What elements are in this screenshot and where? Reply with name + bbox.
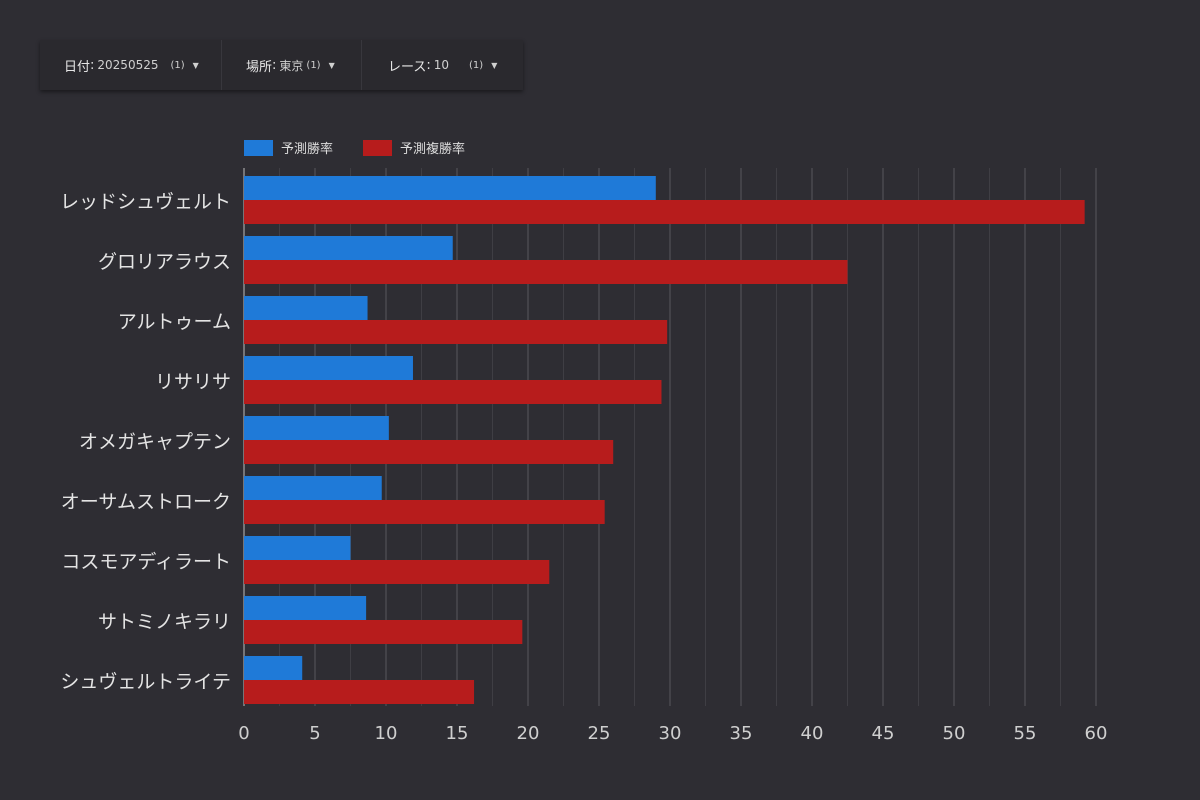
win-rate-bar (244, 416, 389, 440)
date-filter-label: 日付 (64, 59, 91, 75)
category-label: シュヴェルトライテ (60, 671, 231, 693)
filter-bar: 日付 : 20250525 (1) ▼ 場所 : 東京 (1) ▼ レース : … (40, 40, 523, 90)
date-filter-separator: : (90, 57, 95, 73)
category-label: グロリアラウス (98, 251, 231, 273)
x-tick-label: 20 (517, 723, 540, 744)
legend-swatch-win (244, 140, 273, 156)
legend-label-win: 予測勝率 (281, 141, 333, 157)
x-tick-label: 45 (872, 723, 895, 744)
x-tick-label: 15 (446, 723, 469, 744)
legend-swatch-place (363, 140, 392, 156)
category-label: アルトゥーム (118, 311, 231, 333)
place-filter-value: 東京 (279, 58, 304, 73)
legend-label-place: 予測複勝率 (400, 141, 465, 157)
race-filter-value: 10 (433, 58, 450, 72)
place-rate-bar (244, 440, 614, 464)
place-rate-bar (244, 200, 1085, 224)
place-filter[interactable]: 場所 : 東京 (1) ▼ (222, 40, 362, 90)
win-rate-bar (244, 476, 382, 500)
place-rate-bar (244, 320, 668, 344)
win-rate-bar (244, 236, 453, 260)
date-filter-count: (1) (170, 59, 185, 71)
category-label: オメガキャプテン (79, 431, 231, 453)
race-filter-count: (1) (469, 59, 484, 71)
category-label: サトミノキラリ (98, 611, 231, 633)
x-tick-label: 55 (1014, 723, 1037, 744)
x-tick-label: 60 (1085, 723, 1108, 744)
date-filter[interactable]: 日付 : 20250525 (1) ▼ (40, 40, 222, 90)
win-rate-bar (244, 356, 413, 380)
category-label: コスモアディラート (61, 551, 231, 573)
x-tick-label: 35 (730, 723, 753, 744)
place-rate-bar (244, 260, 848, 284)
place-rate-bar (244, 560, 550, 584)
race-filter-label: レース (388, 59, 427, 75)
place-filter-label: 場所 (246, 59, 273, 75)
x-tick-label: 30 (659, 723, 682, 744)
win-rate-bar (244, 656, 303, 680)
category-label: レッドシュヴェルト (60, 191, 231, 213)
x-tick-label: 40 (801, 723, 824, 744)
win-rate-bar (244, 596, 367, 620)
place-rate-bar (244, 380, 662, 404)
place-filter-count: (1) (306, 59, 321, 71)
place-filter-separator: : (272, 57, 277, 73)
category-label: リサリサ (155, 371, 231, 393)
chevron-down-icon: ▼ (328, 60, 335, 70)
category-label: オーサムストローク (61, 491, 231, 513)
place-rate-bar (244, 500, 605, 524)
win-rate-bar (244, 536, 351, 560)
race-filter[interactable]: レース : 10 (1) ▼ (362, 40, 523, 90)
chevron-down-icon: ▼ (491, 60, 498, 70)
date-filter-value: 20250525 (97, 58, 159, 72)
x-tick-label: 25 (588, 723, 611, 744)
x-tick-label: 0 (238, 723, 249, 744)
x-tick-label: 50 (943, 723, 966, 744)
x-tick-label: 10 (375, 723, 398, 744)
place-rate-bar (244, 620, 523, 644)
win-rate-bar (244, 176, 656, 200)
race-filter-separator: : (426, 57, 431, 73)
place-rate-bar (244, 680, 475, 704)
x-tick-label: 5 (309, 723, 320, 744)
chevron-down-icon: ▼ (192, 60, 199, 70)
win-rate-bar (244, 296, 368, 320)
